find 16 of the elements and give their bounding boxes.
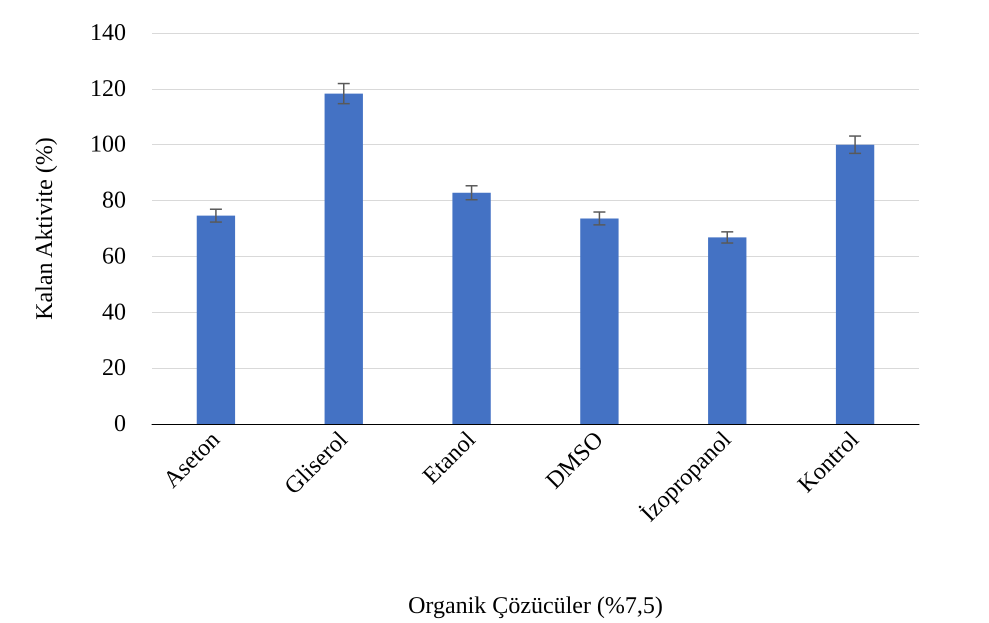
y-tick-label: 40: [102, 299, 126, 326]
x-axis-title: Organik Çözücüler (%7,5): [408, 593, 663, 619]
bar: [708, 237, 746, 424]
bar: [196, 216, 236, 424]
y-tick-label: 0: [114, 411, 126, 437]
y-tick-label: 140: [90, 20, 126, 46]
bar: [580, 218, 619, 424]
bar: [324, 94, 363, 424]
y-tick-label: 100: [90, 132, 126, 158]
y-tick-label: 80: [102, 188, 126, 214]
bar: [836, 144, 874, 424]
y-tick-label: 60: [102, 243, 126, 270]
y-axis-title: Kalan Aktivite (%): [32, 137, 58, 320]
y-tick-label: 120: [90, 76, 126, 102]
y-tick-label: 20: [102, 355, 126, 382]
bar: [452, 192, 491, 424]
